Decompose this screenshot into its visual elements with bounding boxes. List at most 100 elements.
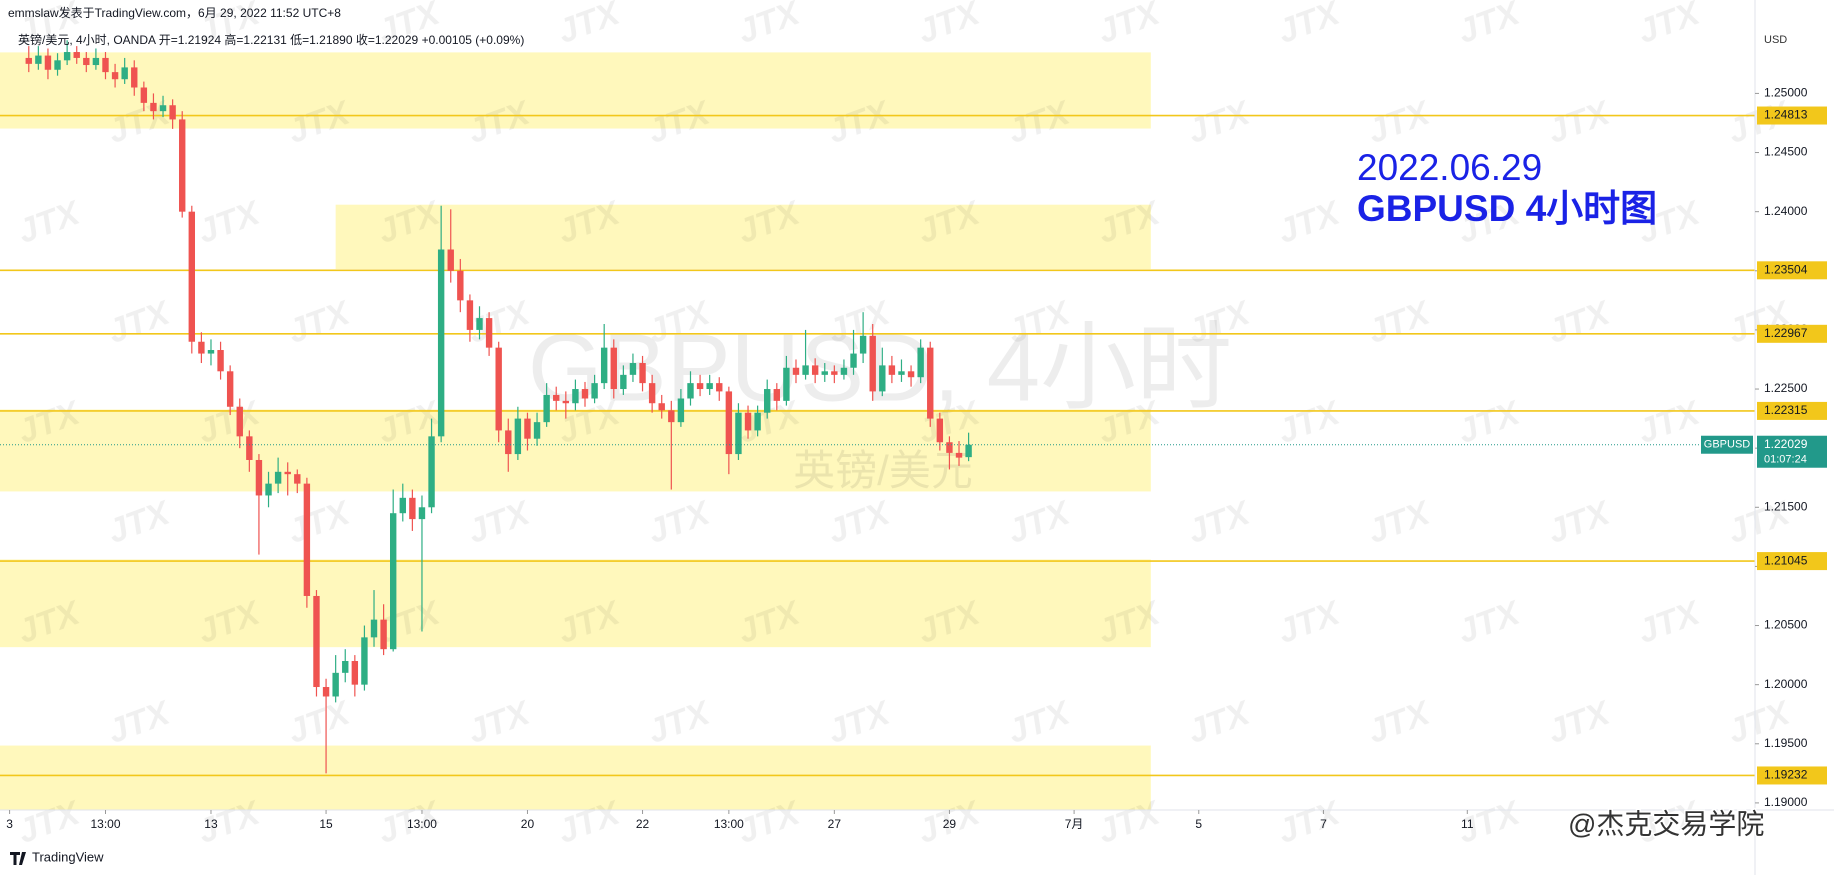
candle-body — [246, 436, 253, 460]
y-tick-label: 1.25000 — [1764, 86, 1808, 100]
candle-body — [188, 211, 196, 342]
x-tick-label: 3 — [6, 817, 13, 831]
candle-body — [764, 389, 771, 413]
candle-body — [457, 270, 464, 301]
candle-body — [773, 389, 781, 401]
candle-body — [476, 318, 483, 330]
candle-body — [831, 371, 838, 375]
candle-body — [111, 72, 119, 80]
chart-subtitle: GBPUSD 4小时图 — [1357, 188, 1657, 229]
candle-body — [179, 119, 186, 212]
y-tick-label: 1.20000 — [1764, 677, 1808, 691]
x-tick-label: 5 — [1195, 817, 1202, 831]
candle-body — [198, 341, 205, 354]
y-tick-label: 1.24000 — [1764, 204, 1808, 218]
last-price-label: 1.22029 — [1764, 437, 1808, 451]
candle-body — [553, 394, 560, 401]
y-tick-label: 1.24500 — [1764, 145, 1808, 159]
candle-body — [380, 619, 387, 650]
y-tick-label: 1.20500 — [1764, 618, 1808, 632]
candle-body — [581, 389, 589, 399]
candle-body — [121, 67, 128, 80]
credit: @杰克交易学院 — [1568, 808, 1764, 839]
x-tick-label: 13:00 — [407, 817, 437, 831]
candle-body — [965, 444, 972, 458]
candle-body — [811, 365, 819, 375]
last-price-box — [1757, 435, 1827, 468]
candle-body — [524, 418, 531, 439]
level-label-box — [1757, 766, 1827, 785]
candle-body — [418, 507, 426, 520]
candle-body — [898, 371, 905, 375]
candle-body — [744, 412, 752, 431]
x-tick-label: 11 — [1461, 817, 1474, 831]
candle-body — [342, 661, 349, 673]
candle-body — [792, 367, 800, 375]
candle-body — [620, 374, 627, 390]
candle-body — [706, 383, 713, 390]
candle-body — [668, 410, 675, 423]
logo-icon — [10, 852, 26, 865]
candle-body — [917, 347, 924, 378]
candle-body — [946, 442, 953, 453]
candle-body — [399, 497, 406, 514]
candle-body — [850, 353, 857, 368]
candle-body — [907, 371, 915, 378]
candle-body — [150, 102, 157, 112]
x-tick-label: 13:00 — [90, 817, 120, 831]
candle-body — [485, 318, 493, 348]
candle-body — [783, 367, 790, 401]
candle-body — [102, 57, 109, 73]
candle-body — [389, 513, 397, 650]
candle-body — [332, 672, 339, 697]
candle-body — [591, 383, 598, 399]
y-tick-label: 1.19500 — [1764, 736, 1808, 750]
y-tick-label: 1.22500 — [1764, 381, 1808, 395]
x-tick-label: 20 — [521, 817, 535, 831]
y-unit: USD — [1764, 34, 1787, 46]
candle-body — [428, 436, 435, 508]
legend: 英镑/美元, 4小时, OANDA 开=1.21924 高=1.22131 低=… — [18, 32, 524, 47]
symbol-label-box — [1701, 435, 1753, 454]
candle-body — [696, 383, 704, 390]
countdown-label: 01:07:24 — [1764, 454, 1807, 466]
candle-body — [44, 55, 52, 70]
candle-body — [313, 595, 320, 688]
candle-body — [658, 403, 665, 411]
candle-body — [639, 363, 646, 384]
candle-body — [495, 347, 502, 431]
candle-body — [754, 412, 761, 431]
candle-body — [629, 363, 637, 375]
level-label: 1.23504 — [1764, 262, 1808, 276]
candle-body — [303, 483, 311, 596]
x-tick-label: 13 — [204, 817, 218, 831]
candle-body — [869, 335, 876, 392]
symbol-label: GBPUSD — [1704, 439, 1751, 451]
candle-body — [859, 335, 867, 354]
candle-body — [955, 452, 963, 458]
level-label-box — [1757, 401, 1827, 420]
level-label-box — [1757, 261, 1827, 280]
y-tick-label: 1.19000 — [1764, 795, 1808, 809]
level-label-box — [1757, 106, 1827, 125]
candle-body — [73, 52, 80, 58]
candle-body — [447, 249, 454, 271]
candle-body — [562, 400, 570, 404]
name-watermark: 英镑/美元 — [793, 447, 973, 494]
candle-body — [361, 637, 368, 685]
candle-body — [274, 471, 282, 484]
candle-body — [716, 383, 723, 392]
candle-body — [409, 497, 416, 520]
candle-body — [648, 383, 656, 404]
candle-body — [879, 365, 886, 392]
x-tick-label: 15 — [319, 817, 333, 831]
x-tick-label: 7月 — [1065, 817, 1084, 831]
candle-body — [54, 60, 61, 70]
zones — [0, 52, 1151, 810]
candle-body — [207, 350, 215, 354]
x-tick-label: 29 — [943, 817, 957, 831]
candle-body — [725, 391, 733, 455]
candle-body — [140, 87, 148, 103]
candle-body — [533, 422, 541, 439]
candle-body — [802, 365, 809, 375]
